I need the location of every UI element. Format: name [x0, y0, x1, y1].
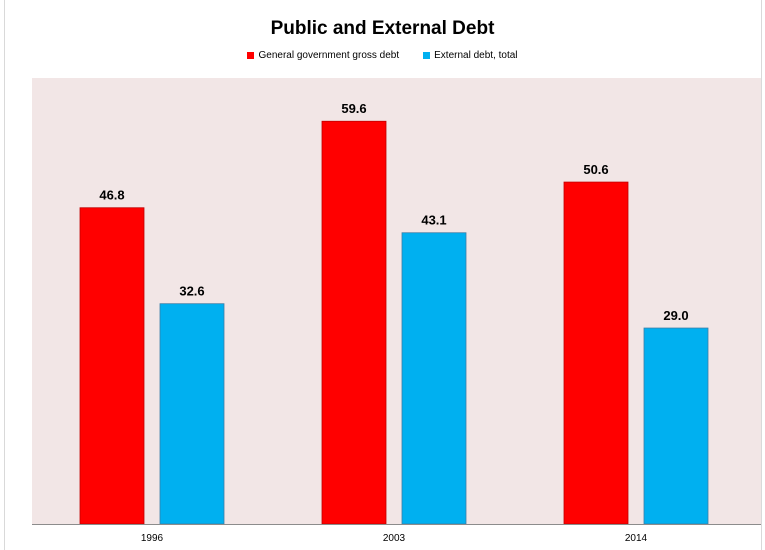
chart-border-left [4, 0, 5, 550]
data-label-gov-debt-2014: 50.6 [583, 162, 608, 177]
data-label-external-debt-2014: 29.0 [663, 308, 688, 323]
x-tick-label-1996: 1996 [141, 533, 164, 544]
legend-entry-external-debt: External debt, total [423, 50, 518, 61]
bar-gov-debt-2014 [563, 181, 629, 525]
data-label-gov-debt-2003: 59.6 [341, 101, 366, 116]
legend-label-external-debt: External debt, total [434, 50, 518, 61]
chart-border-right [761, 0, 762, 550]
chart-title: Public and External Debt [270, 18, 495, 39]
legend: General government gross debt External d… [0, 50, 765, 61]
legend-entry-government-debt: General government gross debt [247, 50, 399, 61]
legend-swatch-blue [423, 52, 431, 59]
legend-label-government-debt: General government gross debt [258, 50, 400, 61]
legend-swatch-red [247, 52, 255, 59]
x-tick-label-2003: 2003 [383, 533, 406, 544]
plot-background [32, 78, 761, 524]
data-label-gov-debt-1996: 46.8 [99, 188, 124, 203]
bar-gov-debt-2003 [321, 120, 387, 525]
data-label-external-debt-1996: 32.6 [179, 284, 204, 299]
bar-gov-debt-1996 [79, 207, 145, 525]
bar-external-debt-1996 [159, 303, 225, 525]
data-label-external-debt-2003: 43.1 [421, 213, 446, 228]
bar-external-debt-2014 [643, 327, 709, 525]
x-tick-label-2014: 2014 [625, 533, 648, 544]
bar-external-debt-2003 [401, 232, 467, 525]
